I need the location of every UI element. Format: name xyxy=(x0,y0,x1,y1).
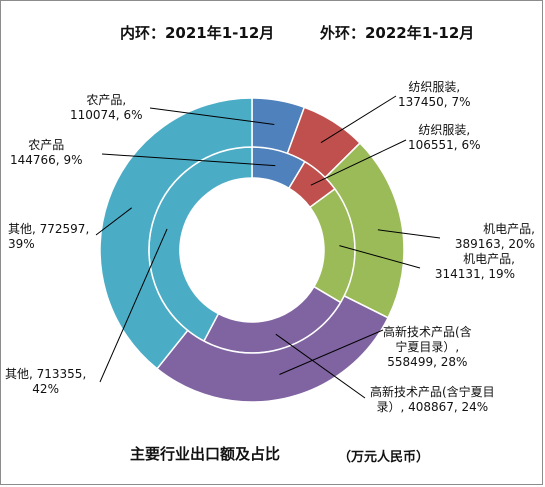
leader-line-outer-hitech xyxy=(279,329,384,375)
outer-ring-title: 外环：2022年1-12月 xyxy=(320,24,475,42)
outer-ring-slice-hitech xyxy=(156,294,390,403)
inner-label-mech: 机电产品, 314131, 19% xyxy=(434,252,515,281)
chart-title: 主要行业出口额及占比 xyxy=(130,445,281,463)
outer-label-mech: 机电产品, 389163, 20% xyxy=(454,222,535,251)
inner-label-other: 其他, 713355, 42% xyxy=(5,367,87,396)
leader-line-outer-agri xyxy=(149,107,275,125)
leader-line-inner-mech xyxy=(339,245,421,269)
outer-label-agri: 农产品, 110074, 6% xyxy=(70,93,143,122)
outer-label-other: 其他, 772597, 39% xyxy=(8,222,90,251)
leader-line-outer-textile xyxy=(320,95,397,144)
inner-label-agri: 农产品 144766, 9% xyxy=(10,138,83,167)
leader-line-inner-other xyxy=(99,228,168,383)
inner-ring-title: 内环：2021年1-12月 xyxy=(120,24,275,42)
inner-label-textile: 纺织服装, 106551, 6% xyxy=(408,123,481,152)
outer-ring-slice-other xyxy=(99,97,253,370)
outer-label-textile: 纺织服装, 137450, 7% xyxy=(398,80,471,109)
unit-label: （万元人民币） xyxy=(338,450,430,465)
leader-line-outer-other xyxy=(95,207,132,236)
leader-line-inner-textile xyxy=(310,139,407,186)
outer-label-hitech: 高新技术产品(含 宁夏目录）, 558499, 28% xyxy=(383,325,472,369)
leader-line-inner-hitech xyxy=(275,333,366,399)
leader-line-outer-mech xyxy=(377,229,441,239)
leader-line-inner-agri xyxy=(101,153,276,167)
inner-label-hitech: 高新技术产品(含宁夏目 录）, 408867, 24% xyxy=(370,385,495,414)
